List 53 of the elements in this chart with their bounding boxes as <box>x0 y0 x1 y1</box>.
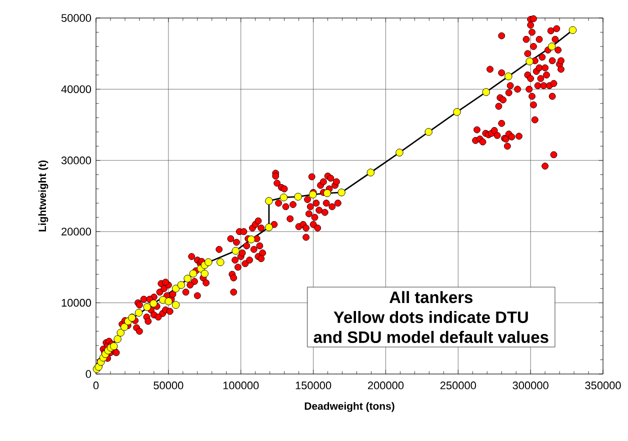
point <box>504 72 512 80</box>
point <box>172 301 180 309</box>
x-tick-label: 300000 <box>512 382 548 390</box>
point <box>280 194 288 202</box>
y-tick-label: 40000 <box>61 85 92 94</box>
point <box>177 281 186 289</box>
point <box>424 128 432 136</box>
point <box>150 300 158 308</box>
point <box>294 192 302 201</box>
point <box>200 270 208 278</box>
point <box>396 148 404 156</box>
point <box>189 270 198 278</box>
x-tick-label: 200000 <box>368 382 404 390</box>
x-tick-label: 100000 <box>223 382 259 390</box>
x-tick-label: 250000 <box>440 382 476 390</box>
y-tick-label: 0 <box>86 370 92 378</box>
x-tick-label: 350000 <box>585 382 621 390</box>
x-tick-label: 0 <box>93 382 99 390</box>
point <box>120 323 128 331</box>
point <box>184 274 192 282</box>
point <box>453 108 461 116</box>
point <box>143 303 151 311</box>
point <box>265 223 273 232</box>
annotation: All tankers <box>390 291 472 304</box>
point <box>247 236 255 244</box>
point <box>309 190 317 198</box>
point <box>110 342 118 350</box>
y-tick-label: 50000 <box>61 14 92 22</box>
annotation: and SDU model default values <box>314 330 548 343</box>
x-tick-label: 50000 <box>154 382 184 390</box>
point <box>232 246 240 255</box>
point <box>338 188 346 196</box>
point <box>265 197 273 205</box>
point <box>172 284 180 292</box>
point <box>134 308 143 317</box>
point <box>323 189 332 198</box>
point <box>366 168 374 176</box>
x-tick-label: 150000 <box>296 382 332 390</box>
x-axis-title: Deadweight (tons) <box>304 402 394 412</box>
y-tick-label: 20000 <box>62 228 92 236</box>
y-tick-label: 30000 <box>61 156 92 164</box>
point <box>114 335 122 343</box>
point <box>116 328 124 337</box>
point <box>568 26 577 34</box>
point <box>526 58 534 66</box>
annotation: Yellow dots indicate DTU <box>334 311 528 324</box>
y-tick-label: 10000 <box>62 298 92 307</box>
point <box>204 258 212 266</box>
point <box>482 88 490 96</box>
point <box>548 42 556 50</box>
point <box>164 298 172 306</box>
y-axis-title: Lightweight (t) <box>38 160 48 232</box>
point <box>216 258 224 266</box>
